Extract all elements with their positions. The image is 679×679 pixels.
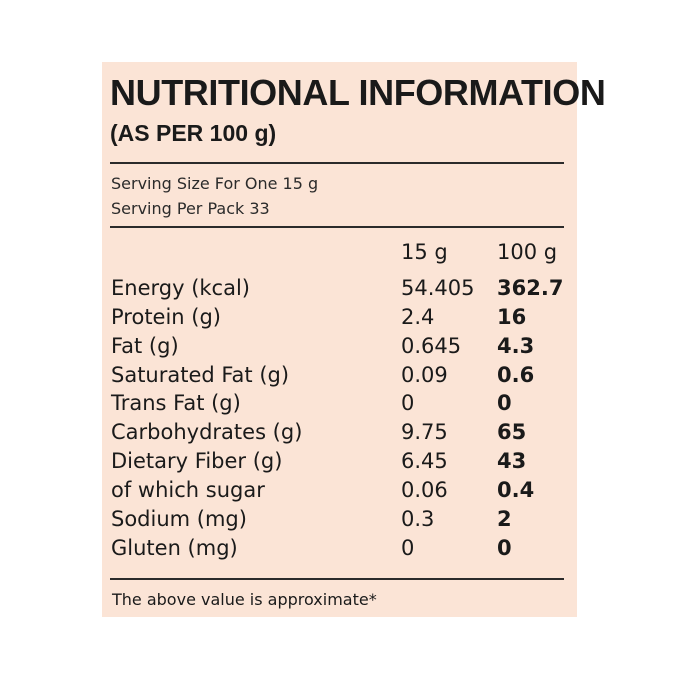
nutrient-name: Dietary Fiber (g) <box>111 449 283 474</box>
nutrition-table: 15 g 100 g Energy (kcal) 54.405 362.7 Pr… <box>111 238 566 563</box>
nutrient-name: Sodium (mg) <box>111 507 247 532</box>
table-header-row: 15 g 100 g <box>111 238 566 267</box>
header-per-100g: 100 g <box>497 240 558 264</box>
value-per-100g: 4.3 <box>497 333 535 358</box>
value-per-serving: 54.405 <box>401 275 475 300</box>
table-row: Dietary Fiber (g) 6.45 43 <box>111 447 566 476</box>
value-per-100g: 16 <box>497 304 527 329</box>
table-row: Trans Fat (g) 0 0 <box>111 389 566 418</box>
table-row: Energy (kcal) 54.405 362.7 <box>111 274 566 303</box>
serving-info: Serving Size For One 15 g Serving Per Pa… <box>111 171 318 221</box>
nutrient-name: Carbohydrates (g) <box>111 420 303 445</box>
value-per-100g: 43 <box>497 449 527 474</box>
table-row: Protein (g) 2.4 16 <box>111 303 566 332</box>
table-row: Sodium (mg) 0.3 2 <box>111 505 566 534</box>
footnote-text: The above value is approximate* <box>112 590 377 609</box>
nutrient-name: Gluten (mg) <box>111 535 238 560</box>
value-per-100g: 2 <box>497 507 512 532</box>
value-per-serving: 0.3 <box>401 507 435 532</box>
value-per-100g: 0 <box>497 391 512 416</box>
nutrition-label-panel: NUTRITIONAL INFORMATION (AS PER 100 g) S… <box>102 62 606 617</box>
value-per-100g: 0 <box>497 535 512 560</box>
header-per-serving: 15 g <box>401 240 448 264</box>
table-row: Gluten (mg) 0 0 <box>111 534 566 563</box>
table-row: Fat (g) 0.645 4.3 <box>111 332 566 361</box>
value-per-serving: 6.45 <box>401 449 448 474</box>
nutrient-name: Energy (kcal) <box>111 275 250 300</box>
label-title: NUTRITIONAL INFORMATION <box>110 72 606 113</box>
nutrient-name: Trans Fat (g) <box>111 391 241 416</box>
value-per-serving: 2.4 <box>401 304 435 329</box>
value-per-100g: 65 <box>497 420 527 445</box>
value-per-serving: 9.75 <box>401 420 448 445</box>
value-per-serving: 0.09 <box>401 362 448 387</box>
value-per-100g: 362.7 <box>497 275 564 300</box>
divider-middle <box>110 226 564 228</box>
nutrient-name: Fat (g) <box>111 333 179 358</box>
serving-per-pack-text: Serving Per Pack 33 <box>111 199 270 218</box>
value-per-serving: 0 <box>401 391 415 416</box>
table-row: of which sugar 0.06 0.4 <box>111 476 566 505</box>
value-per-100g: 0.6 <box>497 362 535 387</box>
divider-bottom <box>110 578 564 580</box>
table-row: Carbohydrates (g) 9.75 65 <box>111 418 566 447</box>
value-per-serving: 0 <box>401 535 415 560</box>
nutrient-name: Saturated Fat (g) <box>111 362 290 387</box>
divider-top <box>110 162 564 164</box>
nutrient-name: Protein (g) <box>111 304 222 329</box>
label-subtitle: (AS PER 100 g) <box>110 120 277 146</box>
nutrient-name: of which sugar <box>111 478 265 503</box>
value-per-100g: 0.4 <box>497 478 535 503</box>
serving-size-text: Serving Size For One 15 g <box>111 174 319 193</box>
value-per-serving: 0.06 <box>401 478 448 503</box>
value-per-serving: 0.645 <box>401 333 462 358</box>
table-row: Saturated Fat (g) 0.09 0.6 <box>111 361 566 390</box>
